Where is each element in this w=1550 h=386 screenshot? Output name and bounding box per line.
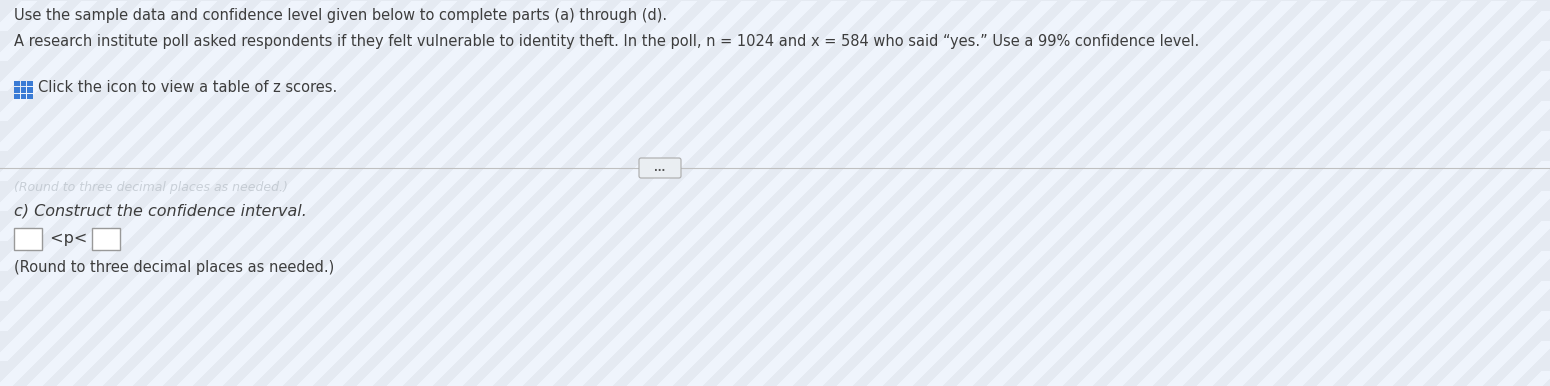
Text: (Round to three decimal places as needed.): (Round to three decimal places as needed… xyxy=(14,181,288,194)
Bar xyxy=(28,81,33,86)
Text: Click the icon to view a table of z scores.: Click the icon to view a table of z scor… xyxy=(39,80,338,95)
Bar xyxy=(20,87,26,93)
Bar xyxy=(14,87,20,93)
Bar xyxy=(91,228,119,250)
Bar xyxy=(20,81,26,86)
Bar xyxy=(14,94,20,100)
FancyBboxPatch shape xyxy=(639,158,680,178)
Bar xyxy=(28,94,33,100)
Bar xyxy=(14,81,20,86)
Text: ...: ... xyxy=(654,163,665,173)
Text: Use the sample data and confidence level given below to complete parts (a) throu: Use the sample data and confidence level… xyxy=(14,8,666,23)
Bar xyxy=(20,94,26,100)
Text: <p<: <p< xyxy=(45,232,93,247)
Bar xyxy=(14,228,42,250)
Text: c) Construct the confidence interval.: c) Construct the confidence interval. xyxy=(14,203,307,218)
Text: A research institute poll asked respondents if they felt vulnerable to identity : A research institute poll asked responde… xyxy=(14,34,1200,49)
Bar xyxy=(28,87,33,93)
Text: (Round to three decimal places as needed.): (Round to three decimal places as needed… xyxy=(14,260,335,275)
